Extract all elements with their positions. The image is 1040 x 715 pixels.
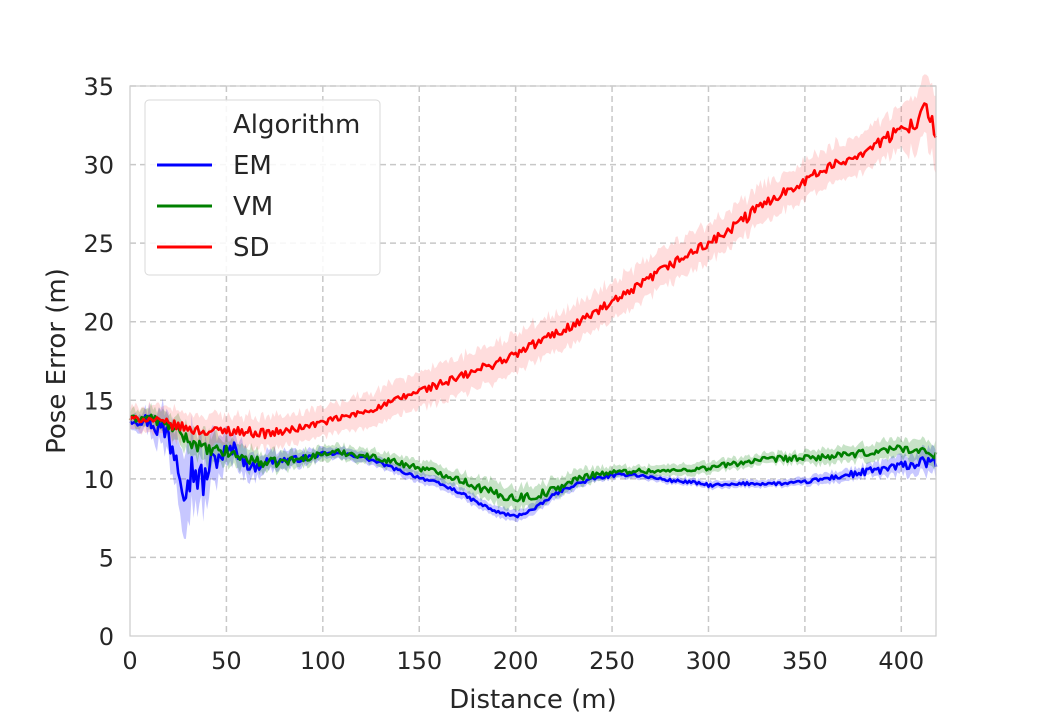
grid xyxy=(130,85,936,636)
x-axis-label: Distance (m) xyxy=(449,685,617,715)
legend-label-em: EM xyxy=(233,151,272,181)
legend-label-sd: SD xyxy=(233,233,270,263)
y-tick-label: 10 xyxy=(83,466,114,494)
y-tick-label: 15 xyxy=(83,387,114,415)
y-tick-labels: 0 5 10 15 20 25 30 35 xyxy=(83,73,114,651)
x-tick-label: 50 xyxy=(211,647,242,675)
line-vm xyxy=(128,413,938,503)
x-tick-label: 400 xyxy=(878,647,924,675)
y-tick-label: 30 xyxy=(83,152,114,180)
x-tick-label: 150 xyxy=(396,647,442,675)
x-tick-label: 100 xyxy=(300,647,346,675)
x-tick-labels: 0 50 100 150 200 250 300 350 400 xyxy=(122,647,924,675)
line-sd xyxy=(128,102,938,440)
y-tick-label: 0 xyxy=(99,623,114,651)
x-tick-label: 250 xyxy=(589,647,635,675)
x-tick-label: 200 xyxy=(493,647,539,675)
plot-frame xyxy=(129,85,937,637)
y-tick-label: 20 xyxy=(83,309,114,337)
legend-items: EM VM SD xyxy=(157,151,273,263)
y-axis-label: Pose Error (m) xyxy=(42,268,72,454)
legend: Algorithm EM VM SD xyxy=(144,99,381,276)
x-tick-label: 350 xyxy=(782,647,828,675)
y-tick-label: 5 xyxy=(99,544,114,572)
y-tick-label: 25 xyxy=(83,230,114,258)
legend-box xyxy=(144,99,381,276)
x-tick-label: 0 xyxy=(122,647,137,675)
legend-label-vm: VM xyxy=(233,192,273,222)
x-tick-label: 300 xyxy=(686,647,732,675)
band-sd xyxy=(130,74,936,454)
series-lines xyxy=(128,102,938,519)
legend-title: Algorithm xyxy=(233,110,360,140)
y-tick-label: 35 xyxy=(83,73,114,101)
